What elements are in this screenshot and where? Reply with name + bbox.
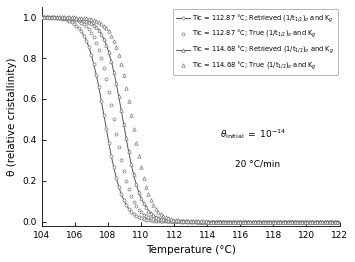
Tic = 114.68 °C; Retrieved (1/t$_{1/2}$)$_o$ and K$_g$ (154, 215, 158, 218)
Tic = 112.87 °C; Retrieved (1/t$_{1/2}$)$_o$ and K$_g$ (91, 61, 95, 64)
Legend: Tic = 112.87 °C; Retrieved (1/t$_{1/2}$)$_o$ and K$_g$, Tic = 112.87 °C; True (1: Tic = 112.87 °C; Retrieved (1/t$_{1/2}$)… (173, 9, 338, 75)
Tic = 112.87 °C; True (1/t$_{1/2}$)$_o$ and K$_g$ (337, 220, 342, 223)
Tic = 114.68 °C; Retrieved (1/t$_{1/2}$)$_o$ and K$_g$ (73, 17, 78, 20)
Line: Tic = 114.68 °C; True (1/t$_{1/2}$)$_o$ and K$_g$: Tic = 114.68 °C; True (1/t$_{1/2}$)$_o$ … (40, 15, 341, 223)
Tic = 114.68 °C; True (1/t$_{1/2}$)$_o$ and K$_g$ (91, 18, 95, 21)
Tic = 112.87 °C; Retrieved (1/t$_{1/2}$)$_o$ and K$_g$ (300, 220, 304, 223)
Tic = 114.68 °C; Retrieved (1/t$_{1/2}$)$_o$ and K$_g$ (332, 220, 336, 223)
Tic = 114.68 °C; True (1/t$_{1/2}$)$_o$ and K$_g$ (337, 220, 342, 223)
Text: $\theta_{\rm initial}\ =\ 10^{-14}$: $\theta_{\rm initial}\ =\ 10^{-14}$ (220, 127, 287, 141)
Line: Tic = 112.87 °C; True (1/t$_{1/2}$)$_o$ and K$_g$: Tic = 112.87 °C; True (1/t$_{1/2}$)$_o$ … (40, 16, 341, 223)
Tic = 114.68 °C; Retrieved (1/t$_{1/2}$)$_o$ and K$_g$ (40, 16, 44, 19)
Tic = 112.87 °C; Retrieved (1/t$_{1/2}$)$_o$ and K$_g$ (40, 16, 44, 19)
Tic = 114.68 °C; True (1/t$_{1/2}$)$_o$ and K$_g$ (300, 220, 304, 223)
Tic = 112.87 °C; True (1/t$_{1/2}$)$_o$ and K$_g$ (300, 220, 304, 223)
Tic = 112.87 °C; Retrieved (1/t$_{1/2}$)$_o$ and K$_g$ (73, 23, 78, 26)
Tic = 114.68 °C; Retrieved (1/t$_{1/2}$)$_o$ and K$_g$ (167, 219, 171, 222)
Tic = 112.87 °C; True (1/t$_{1/2}$)$_o$ and K$_g$ (91, 35, 95, 38)
Y-axis label: θ (relative cristallinity): θ (relative cristallinity) (7, 57, 17, 176)
Tic = 114.68 °C; True (1/t$_{1/2}$)$_o$ and K$_g$ (332, 220, 336, 223)
Tic = 112.87 °C; Retrieved (1/t$_{1/2}$)$_o$ and K$_g$ (332, 220, 336, 223)
Tic = 114.68 °C; True (1/t$_{1/2}$)$_o$ and K$_g$ (40, 16, 44, 19)
Tic = 114.68 °C; True (1/t$_{1/2}$)$_o$ and K$_g$ (167, 217, 171, 220)
Line: Tic = 114.68 °C; Retrieved (1/t$_{1/2}$)$_o$ and K$_g$: Tic = 114.68 °C; Retrieved (1/t$_{1/2}$)… (40, 15, 341, 223)
Tic = 112.87 °C; True (1/t$_{1/2}$)$_o$ and K$_g$ (167, 220, 171, 223)
Tic = 112.87 °C; True (1/t$_{1/2}$)$_o$ and K$_g$ (332, 220, 336, 223)
Tic = 112.87 °C; Retrieved (1/t$_{1/2}$)$_o$ and K$_g$ (337, 220, 342, 223)
Tic = 112.87 °C; Retrieved (1/t$_{1/2}$)$_o$ and K$_g$ (167, 220, 171, 223)
Tic = 114.68 °C; Retrieved (1/t$_{1/2}$)$_o$ and K$_g$ (337, 220, 342, 223)
Tic = 114.68 °C; Retrieved (1/t$_{1/2}$)$_o$ and K$_g$ (300, 220, 304, 223)
X-axis label: Temperature (°C): Temperature (°C) (146, 245, 236, 255)
Line: Tic = 112.87 °C; Retrieved (1/t$_{1/2}$)$_o$ and K$_g$: Tic = 112.87 °C; Retrieved (1/t$_{1/2}$)… (40, 16, 341, 223)
Tic = 114.68 °C; True (1/t$_{1/2}$)$_o$ and K$_g$ (73, 16, 78, 19)
Tic = 112.87 °C; True (1/t$_{1/2}$)$_o$ and K$_g$ (154, 218, 158, 221)
Tic = 114.68 °C; True (1/t$_{1/2}$)$_o$ and K$_g$ (154, 207, 158, 210)
Tic = 114.68 °C; Retrieved (1/t$_{1/2}$)$_o$ and K$_g$ (91, 23, 95, 26)
Tic = 112.87 °C; True (1/t$_{1/2}$)$_o$ and K$_g$ (40, 16, 44, 19)
Text: 20 °C/min: 20 °C/min (235, 160, 280, 169)
Tic = 112.87 °C; Retrieved (1/t$_{1/2}$)$_o$ and K$_g$ (154, 219, 158, 222)
Tic = 112.87 °C; True (1/t$_{1/2}$)$_o$ and K$_g$ (73, 18, 78, 21)
